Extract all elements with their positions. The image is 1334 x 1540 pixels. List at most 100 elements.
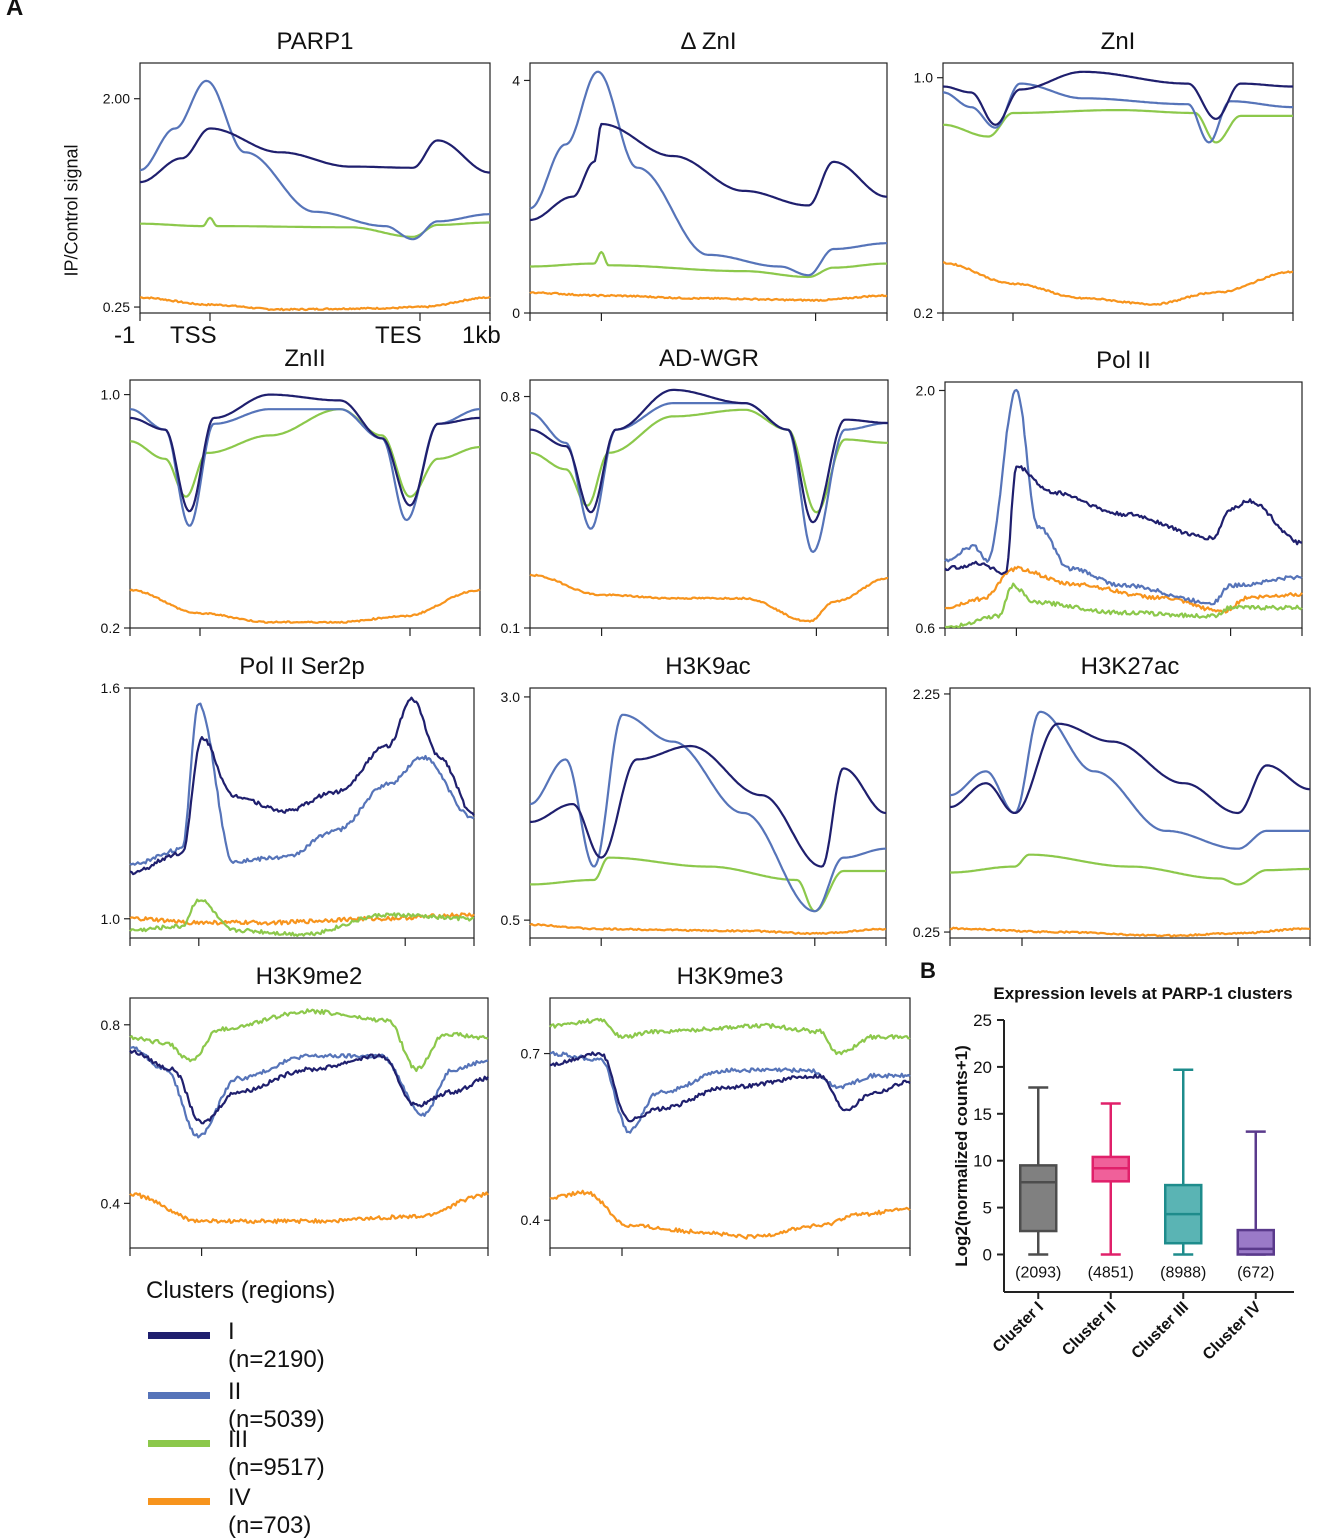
box-y-axis-label: Log2(normalized counts+1) — [952, 1045, 971, 1267]
legend-label: III (n=9517) — [228, 1426, 325, 1481]
line-panel — [937, 62, 1294, 321]
line-panel — [524, 62, 888, 321]
box-x-tick-label: Cluster I — [990, 1299, 1047, 1356]
series-line-IV — [139, 295, 491, 312]
series-line-III — [129, 898, 475, 937]
plot-frame — [129, 997, 489, 1249]
series-line-I — [129, 393, 481, 513]
series-line-III — [529, 408, 888, 514]
panel-title: PARP1 — [277, 28, 354, 55]
series-line-III — [530, 250, 887, 279]
line-panel — [944, 687, 1311, 946]
series-line-I — [529, 388, 888, 524]
box-y-tick-label: 10 — [973, 1152, 992, 1171]
box-y-tick-label: 25 — [973, 1011, 992, 1030]
y-tick-label: 0 — [512, 305, 520, 321]
panel-title: AD-WGR — [659, 345, 759, 372]
y-tick-label: 1.0 — [914, 70, 934, 86]
plot-frame — [529, 379, 889, 629]
y-tick-label: 0.25 — [103, 299, 130, 315]
line-panel — [124, 379, 481, 636]
panel-title: ZnII — [284, 345, 325, 372]
legend-label: II (n=5039) — [228, 1378, 325, 1433]
y-tick-label: 0.4 — [521, 1212, 541, 1228]
box-y-tick-label: 5 — [983, 1199, 992, 1218]
y-tick-label: 0.2 — [914, 305, 934, 321]
series-line-II — [529, 713, 886, 913]
series-line-IV — [949, 926, 1311, 938]
line-panel — [524, 379, 889, 636]
plot-frame — [949, 687, 1311, 939]
y-tick-label: 1.0 — [101, 387, 121, 403]
x-tick-label: 1kb — [462, 322, 501, 349]
series-line-IV — [529, 573, 889, 623]
series-line-II — [129, 408, 480, 527]
plot-frame — [129, 687, 475, 939]
panel-title: H3K9ac — [665, 653, 750, 680]
box-y-tick-label: 20 — [973, 1058, 992, 1077]
series-line-IV — [944, 565, 1303, 614]
line-panel — [544, 997, 911, 1256]
line-panel — [524, 687, 887, 946]
series-line-III — [549, 1017, 911, 1056]
y-tick-label: 0.5 — [501, 912, 521, 928]
legend-label: IV (n=703) — [228, 1484, 312, 1539]
panel-title: Pol II Ser2p — [239, 653, 364, 680]
series-line-II — [529, 70, 887, 277]
series-line-IV — [942, 261, 1294, 306]
series-line-IV — [529, 291, 888, 302]
plot-frame — [549, 997, 911, 1249]
panel-b-label: B — [920, 958, 936, 983]
legend-swatch — [148, 1440, 210, 1447]
series-line-IV — [129, 1191, 489, 1225]
y-tick-label: 2.25 — [913, 686, 940, 702]
series-line-III — [530, 856, 886, 913]
line-panel — [134, 62, 491, 321]
y-tick-label: 0.4 — [101, 1195, 121, 1211]
series-line-III — [140, 216, 490, 238]
panel-title: Δ ZnI — [680, 28, 736, 55]
y-axis-label: IP/Control signal — [61, 144, 82, 277]
panel-title: Pol II — [1096, 347, 1151, 374]
series-line-I — [530, 744, 887, 868]
series-line-II — [129, 702, 475, 866]
y-tick-label: 0.8 — [101, 1017, 121, 1033]
y-tick-label: 1.6 — [101, 680, 121, 696]
series-line-IV — [549, 1189, 911, 1240]
plot-frame — [139, 62, 491, 314]
box-x-tick-label: Cluster II — [1059, 1299, 1119, 1359]
box-count-label: (672) — [1237, 1264, 1274, 1281]
series-line-II — [529, 402, 888, 553]
series-line-I — [942, 70, 1293, 126]
box-title: Expression levels at PARP-1 clusters — [993, 984, 1292, 1003]
y-tick-label: 2.0 — [916, 382, 936, 398]
y-tick-label: 2.00 — [103, 91, 130, 107]
box-y-tick-label: 0 — [983, 1245, 992, 1264]
panel-title: H3K9me3 — [677, 963, 784, 990]
series-line-I — [529, 122, 888, 222]
series-line-II — [139, 79, 490, 241]
line-panel — [939, 381, 1303, 636]
series-line-III — [129, 408, 480, 498]
x-tick-label: -1 — [114, 322, 136, 349]
box-x-tick-label: Cluster IV — [1200, 1299, 1265, 1364]
series-line-I — [549, 1051, 911, 1123]
y-tick-label: 4 — [512, 72, 520, 88]
legend-title: Clusters (regions) — [146, 1277, 336, 1304]
series-line-II — [944, 388, 1303, 606]
legend-label: I (n=2190) — [228, 1318, 325, 1373]
series-line-I — [949, 722, 1311, 815]
box-count-label: (4851) — [1088, 1264, 1134, 1281]
series-line-II — [129, 1045, 489, 1139]
legend-swatch — [148, 1392, 210, 1399]
series-line-III — [129, 1008, 489, 1073]
x-tick-label: TES — [375, 322, 422, 349]
box-y-tick-label: 15 — [973, 1105, 992, 1124]
box-iqr — [1019, 1164, 1058, 1233]
x-tick-label: TSS — [170, 322, 217, 349]
series-line-III — [944, 582, 1303, 629]
plot-frame — [129, 379, 481, 629]
y-tick-label: 0.1 — [501, 620, 521, 636]
y-tick-label: 1.0 — [101, 911, 121, 927]
